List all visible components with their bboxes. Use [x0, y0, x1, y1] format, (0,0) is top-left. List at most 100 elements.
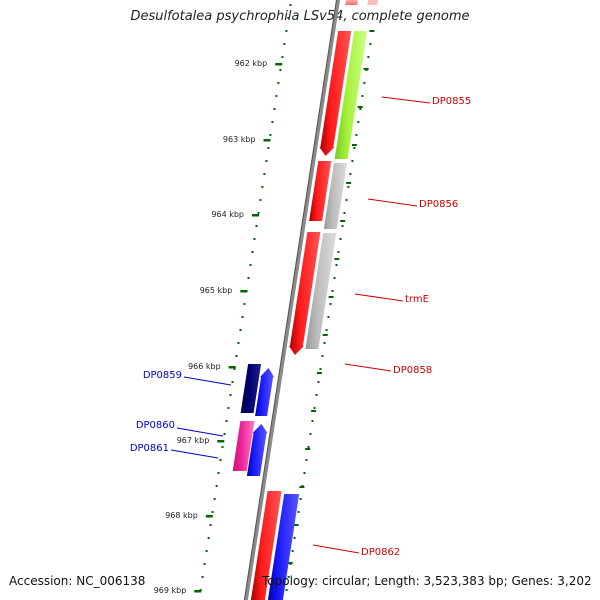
outer-ring-dash [322, 334, 328, 336]
outer-ring-dot [347, 186, 350, 188]
gene-label-dp0859: DP0859 [143, 370, 182, 381]
outer-ring-dot [361, 95, 364, 97]
kbp-tick-label: 962 kbp [235, 59, 268, 68]
gene-label-leader-line [344, 363, 392, 372]
outer-ring-dot [305, 459, 308, 461]
cds-top-clipped [345, 0, 358, 5]
outer-ring-dot [303, 472, 306, 474]
inner-ring-dot [221, 446, 224, 448]
inner-ring-dot [205, 550, 208, 552]
outer-ring-dot [321, 355, 324, 357]
inner-ring-dot [283, 43, 286, 45]
features-layer [232, 0, 378, 600]
genome-backbone-edge [243, 0, 337, 600]
outer-ring-dot [293, 537, 296, 539]
outer-ring-dash [369, 30, 375, 32]
outer-ring-dot [299, 498, 302, 500]
outer-ring-dash [293, 524, 299, 526]
inner-ring-dot [209, 524, 212, 526]
outer-ring-dash [351, 144, 357, 146]
outer-ring-dot [367, 56, 370, 58]
outer-ring-dot [327, 316, 330, 318]
cds-dp0856 [309, 161, 332, 221]
inner-ring-dot [241, 316, 244, 318]
inner-ring-dot [227, 407, 230, 409]
outer-ring-dot [339, 238, 342, 240]
inner-ring-dot [213, 498, 216, 500]
outer-ring-dot [331, 290, 334, 292]
gene-label-dp0855: DP0855 [432, 96, 471, 107]
outer-ring-dash [311, 410, 317, 412]
inner-ring-dot [217, 472, 220, 474]
inner-ring-dot [271, 121, 274, 123]
inner-ring-dot [251, 251, 254, 253]
kbp-tick-mark [263, 139, 271, 142]
inner-ring-dot [211, 511, 214, 513]
inner-ring-dot [243, 303, 246, 305]
outer-ring-dot [359, 108, 362, 110]
inner-ring-dot [277, 82, 280, 84]
inner-ring-dot [219, 459, 222, 461]
cds-dp0861 [246, 424, 268, 476]
outer-ring-dash [328, 296, 334, 298]
gene-label-dp0862: DP0862 [361, 547, 400, 558]
cog-dp0856 [323, 163, 347, 229]
outer-ring-dot [285, 589, 288, 591]
inner-ring-dot [233, 368, 236, 370]
outer-ring-dot [337, 251, 340, 253]
inner-ring-dot [237, 342, 240, 344]
cds-dp0855 [319, 31, 352, 156]
kbp-tick-label: 969 kbp [154, 586, 187, 595]
kbp-tick-mark [217, 440, 225, 443]
inner-ring-dot [265, 160, 268, 162]
kbp-tick-mark [252, 214, 259, 217]
outer-ring-dash [316, 372, 322, 374]
kbp-tick-mark [194, 590, 202, 593]
inner-ring-dot [263, 173, 266, 175]
inner-ring-dot [279, 69, 282, 71]
outer-ring-dot [315, 394, 318, 396]
inner-ring-dot [273, 108, 276, 110]
outer-ring-dot [353, 147, 356, 149]
inner-ring-dot [269, 134, 272, 136]
inner-ring-dot [261, 186, 264, 188]
outer-ring-dot [345, 199, 348, 201]
outer-ring-dash [299, 486, 305, 488]
outer-ring-dash [334, 258, 340, 260]
outer-ring-dot [351, 160, 354, 162]
outer-ring-dot [341, 225, 344, 227]
inner-ring-dot [275, 95, 278, 97]
outer-ring-dot [355, 134, 358, 136]
inner-ring-dot [203, 563, 206, 565]
map-title: Desulfotalea psychrophila LSv54, complet… [130, 9, 470, 24]
kbp-tick-label: 964 kbp [211, 210, 244, 219]
accession-text: Accession: NC_006138 [9, 574, 146, 588]
outer-ring-dot [329, 303, 332, 305]
inner-ring-dot [223, 433, 226, 435]
outer-ring-dot [291, 550, 294, 552]
outer-ring-dot [369, 43, 372, 45]
inner-ring-dot [207, 537, 210, 539]
genome-backbone [243, 0, 340, 600]
outer-ring-dot [335, 264, 338, 266]
gene-label-leader-line [354, 293, 404, 302]
inner-ring-dot [231, 381, 234, 383]
kbp-tick-label: 965 kbp [200, 286, 233, 295]
gene-label-leader-line [176, 427, 224, 437]
outer-ring-dot [307, 446, 310, 448]
gene-label-leader-line [183, 376, 232, 386]
inner-ring-dot [215, 485, 218, 487]
inner-ring-dot [257, 212, 260, 214]
inner-ring-dot [239, 329, 242, 331]
outer-ring-dash [363, 68, 369, 70]
gene-label-dp0856: DP0856 [419, 199, 458, 210]
outer-ring-dash [340, 220, 346, 222]
cds-dp0862 [250, 491, 282, 600]
inner-ring-dot [255, 225, 258, 227]
inner-ring-dot [229, 394, 232, 396]
inner-ring-dot [281, 56, 284, 58]
kbp-tick-label: 967 kbp [177, 436, 210, 445]
outer-ring-dash [305, 448, 311, 450]
